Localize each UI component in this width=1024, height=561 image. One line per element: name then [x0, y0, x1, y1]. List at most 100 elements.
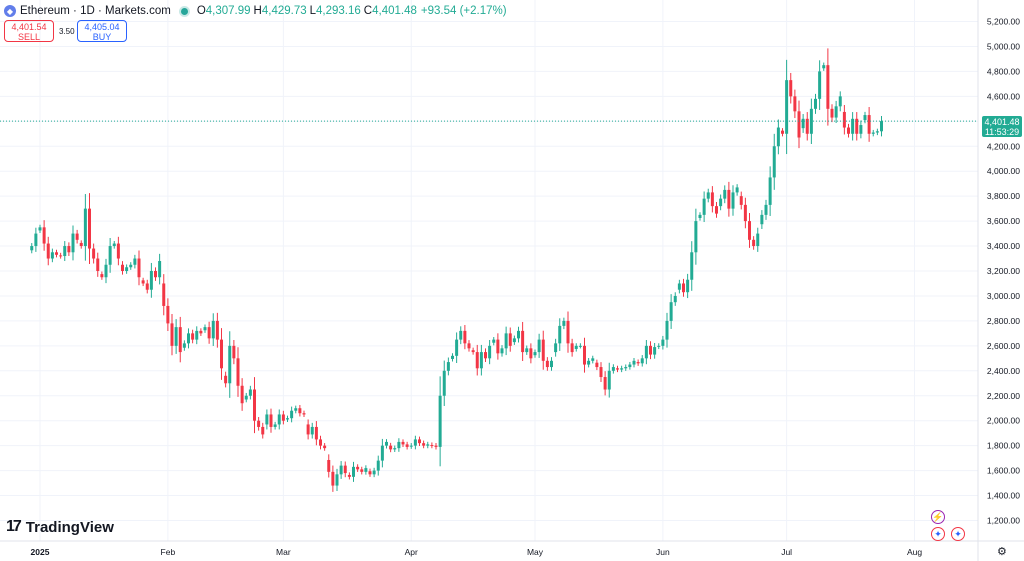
candle-body[interactable] — [75, 233, 79, 240]
candle-body[interactable] — [657, 345, 661, 347]
candle-body[interactable] — [46, 243, 50, 259]
candle-body[interactable] — [587, 360, 591, 365]
candle-body[interactable] — [137, 258, 141, 278]
candle-body[interactable] — [479, 352, 483, 369]
candle-body[interactable] — [310, 426, 314, 435]
candle-body[interactable] — [550, 360, 553, 368]
candle-body[interactable] — [653, 347, 657, 355]
candle-body[interactable] — [434, 445, 438, 447]
candle-body[interactable] — [743, 204, 747, 222]
candle-body[interactable] — [838, 96, 842, 107]
candle-body[interactable] — [63, 246, 67, 257]
candle-body[interactable] — [30, 246, 34, 251]
candle-body[interactable] — [475, 352, 479, 369]
candle-body[interactable] — [636, 362, 640, 364]
candle-body[interactable] — [661, 339, 665, 346]
candle-body[interactable] — [566, 320, 570, 344]
candle-body[interactable] — [430, 445, 434, 447]
candle-body[interactable] — [793, 96, 797, 112]
candle-body[interactable] — [211, 320, 215, 339]
candle-body[interactable] — [504, 333, 508, 349]
candle-body[interactable] — [752, 239, 756, 247]
candle-body[interactable] — [265, 414, 269, 425]
candle-body[interactable] — [240, 385, 244, 404]
candle-body[interactable] — [715, 206, 718, 214]
candle-body[interactable] — [244, 395, 248, 400]
candle-body[interactable] — [781, 130, 784, 134]
candle-body[interactable] — [702, 198, 706, 215]
candle-body[interactable] — [195, 330, 199, 340]
candle-body[interactable] — [801, 118, 805, 129]
candle-body[interactable] — [583, 345, 586, 365]
candle-body[interactable] — [463, 330, 467, 344]
candle-body[interactable] — [121, 264, 124, 271]
candle-body[interactable] — [772, 146, 776, 178]
candle-body[interactable] — [776, 127, 780, 147]
candle-body[interactable] — [632, 360, 636, 365]
candle-body[interactable] — [380, 445, 384, 461]
candle-body[interactable] — [446, 362, 450, 371]
candle-body[interactable] — [809, 108, 813, 134]
candle-body[interactable] — [170, 323, 174, 346]
candle-body[interactable] — [187, 333, 190, 344]
candle-body[interactable] — [397, 441, 401, 449]
candle-body[interactable] — [624, 367, 628, 369]
candle-body[interactable] — [694, 221, 698, 253]
candle-body[interactable] — [818, 71, 822, 99]
candle-body[interactable] — [253, 389, 256, 421]
candle-body[interactable] — [673, 295, 677, 303]
candle-body[interactable] — [368, 471, 372, 475]
candle-body[interactable] — [154, 271, 157, 278]
candle-body[interactable] — [108, 246, 112, 265]
candle-body[interactable] — [640, 358, 644, 364]
candle-body[interactable] — [269, 414, 273, 427]
candle-body[interactable] — [611, 367, 615, 371]
candle-body[interactable] — [50, 252, 54, 259]
candle-body[interactable] — [323, 445, 327, 449]
candle-body[interactable] — [55, 252, 58, 255]
candle-body[interactable] — [508, 333, 512, 346]
candle-body[interactable] — [537, 339, 541, 353]
candle-body[interactable] — [442, 370, 446, 396]
candle-body[interactable] — [616, 368, 619, 370]
candle-body[interactable] — [628, 364, 632, 368]
lightning-event-icon[interactable]: ⚡ — [931, 510, 945, 524]
candle-body[interactable] — [133, 258, 137, 265]
candle-body[interactable] — [719, 198, 723, 207]
candle-body[interactable] — [562, 320, 566, 326]
candle-body[interactable] — [232, 345, 236, 359]
candle-body[interactable] — [669, 302, 673, 321]
candle-body[interactable] — [459, 330, 463, 340]
tradingview-logo[interactable]: 17 TradingView — [6, 518, 114, 536]
candle-body[interactable] — [207, 327, 211, 339]
candle-body[interactable] — [735, 187, 739, 193]
candle-body[interactable] — [471, 350, 475, 353]
candle-body[interactable] — [286, 418, 289, 420]
candle-body[interactable] — [166, 305, 170, 324]
candle-body[interactable] — [327, 459, 331, 472]
candle-body[interactable] — [38, 227, 42, 231]
candle-body[interactable] — [220, 339, 223, 369]
candle-body[interactable] — [649, 345, 652, 355]
candle-body[interactable] — [880, 121, 883, 132]
candle-body[interactable] — [331, 471, 335, 486]
candle-body[interactable] — [764, 204, 768, 215]
candle-body[interactable] — [191, 333, 195, 340]
candle-body[interactable] — [677, 283, 681, 290]
candle-body[interactable] — [603, 377, 607, 390]
candle-body[interactable] — [335, 474, 339, 486]
candle-body[interactable] — [847, 127, 850, 134]
candle-body[interactable] — [257, 420, 261, 427]
settings-gear-icon[interactable]: ⚙ — [997, 546, 1007, 558]
candle-body[interactable] — [789, 80, 793, 97]
candle-body[interactable] — [599, 367, 603, 378]
candle-body[interactable] — [826, 65, 830, 109]
candle-body[interactable] — [455, 339, 459, 356]
candle-body[interactable] — [298, 408, 302, 414]
candle-body[interactable] — [112, 243, 116, 247]
candle-body[interactable] — [199, 330, 203, 334]
candle-body[interactable] — [871, 132, 875, 134]
candle-body[interactable] — [723, 189, 727, 199]
candle-body[interactable] — [401, 441, 405, 445]
candle-body[interactable] — [215, 320, 219, 340]
